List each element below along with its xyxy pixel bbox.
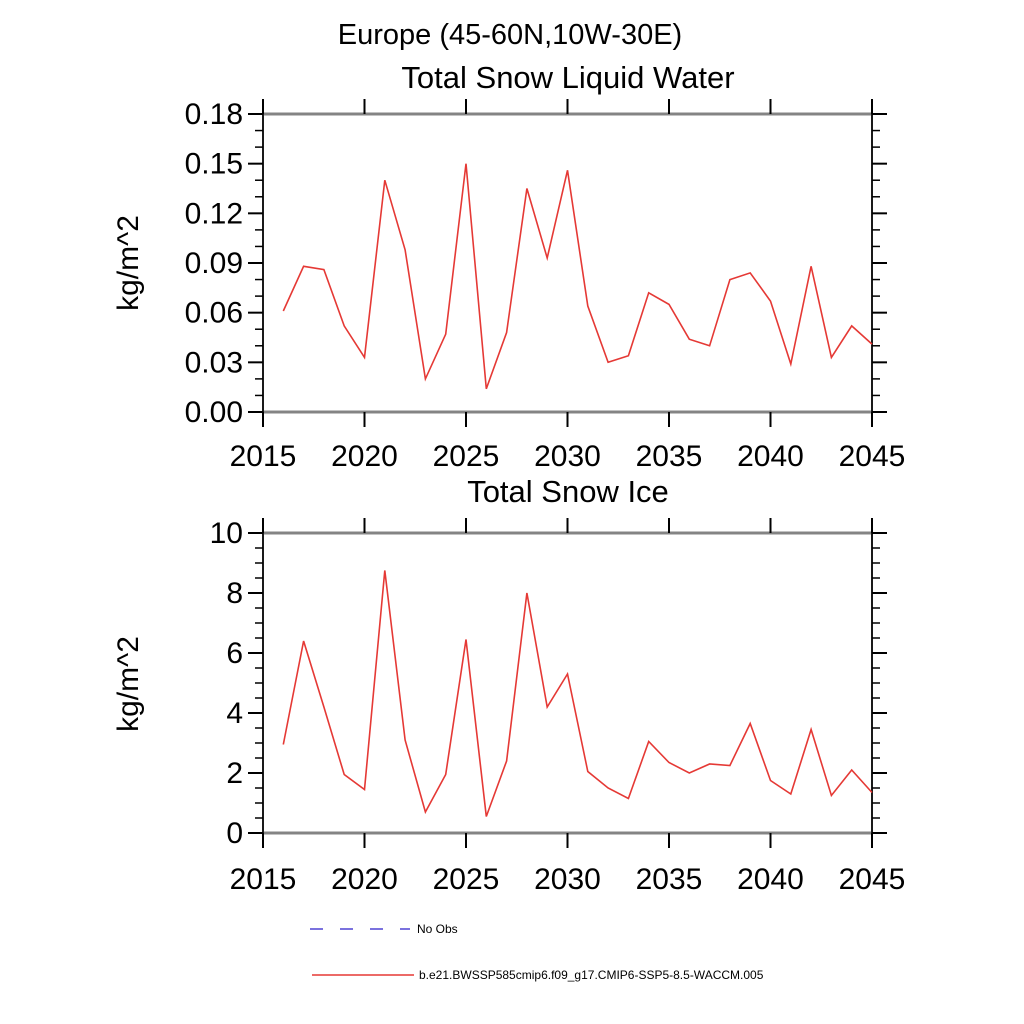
chart2-y-axis-label: kg/m^2 [112,636,145,732]
model-legend-label: b.e21.BWSSP585cmip6.f09_g17.CMIP6-SSP5-8… [419,968,764,982]
x-tick-label: 2020 [331,863,398,896]
y-tick-label: 10 [210,517,243,550]
y-tick-label: 0.12 [185,197,243,230]
x-tick-label: 2040 [737,440,804,473]
chart1-total-snow-liquid-water: 2015 2020 2025 2030 2035 2040 2045 0.00 0.03 0.06… [185,98,906,473]
y-tick-label: 8 [226,577,243,610]
model-series-line [282,570,873,817]
page-title: Europe (45-60N,10W-30E) [338,19,682,51]
x-tick-label: 2035 [636,440,703,473]
y-tick-label: 2 [226,757,243,790]
x-tick-label: 2045 [839,440,906,473]
x-tick-label: 2020 [331,440,398,473]
x-tick-label: 2025 [433,440,500,473]
chart2-title: Total Snow Ice [467,474,669,509]
y-tick-label: 0.15 [185,148,243,181]
x-tick-label: 2015 [230,440,297,473]
x-tick-label: 2040 [737,863,804,896]
x-tick-label: 2015 [230,863,297,896]
x-tick-label: 2035 [636,863,703,896]
x-tick-label: 2025 [433,863,500,896]
x-tick-label: 2045 [839,863,906,896]
y-tick-label: 0.18 [185,98,243,131]
no-obs-legend-label: No Obs [417,922,458,936]
y-tick-label: 0.00 [185,396,243,429]
y-tick-label: 0.03 [185,346,243,379]
y-tick-label: 0.09 [185,247,243,280]
y-tick-label: 0 [226,817,243,850]
y-tick-label: 6 [226,637,243,670]
x-tick-label: 2030 [534,863,601,896]
chart2-total-snow-ice: 2015 2020 2025 2030 2035 2040 2045 0 2 4 6 8 10 [210,517,906,896]
model-series-line [282,163,873,390]
chart1-title: Total Snow Liquid Water [401,60,734,95]
chart1-y-axis-label: kg/m^2 [112,215,145,311]
x-tick-label: 2030 [534,440,601,473]
y-tick-label: 0.06 [185,297,243,330]
y-tick-label: 4 [226,697,243,730]
figure-legend: No Obs b.e21.BWSSP585cmip6.f09_g17.CMIP6… [310,922,764,982]
